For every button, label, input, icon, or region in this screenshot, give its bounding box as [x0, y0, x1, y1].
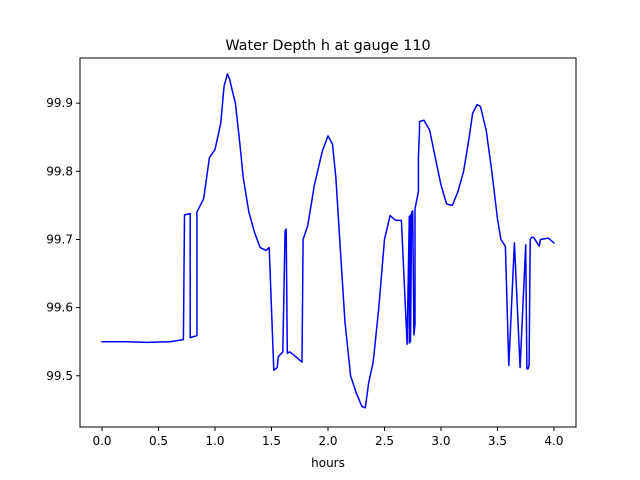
plot-area	[101, 73, 555, 409]
x-tick-label: 1.0	[205, 434, 224, 448]
x-tick-label: 0.0	[92, 434, 111, 448]
x-tick-label: 1.5	[262, 434, 281, 448]
y-tick-label: 99.5	[46, 369, 73, 383]
x-axis: 0.0 0.5 1.0 1.5 2.0 2.5 3.0 3.5 4.0	[92, 427, 564, 448]
series-line	[101, 73, 555, 409]
x-tick-label: 2.0	[318, 434, 337, 448]
chart-title: Water Depth h at gauge 110	[225, 38, 430, 54]
y-tick-label: 99.7	[46, 232, 73, 246]
x-tick-label: 3.0	[431, 434, 450, 448]
axes-frame	[79, 57, 577, 428]
x-tick-label: 3.5	[488, 434, 507, 448]
y-tick-label: 99.9	[46, 96, 73, 110]
x-tick-label: 0.5	[149, 434, 168, 448]
y-tick-label: 99.6	[46, 301, 73, 315]
x-tick-label: 4.0	[544, 434, 563, 448]
y-axis: 99.5 99.6 99.7 99.8 99.9	[46, 96, 80, 383]
x-tick-label: 2.5	[375, 434, 394, 448]
x-axis-label: hours	[311, 456, 345, 470]
y-tick-label: 99.8	[46, 164, 73, 178]
